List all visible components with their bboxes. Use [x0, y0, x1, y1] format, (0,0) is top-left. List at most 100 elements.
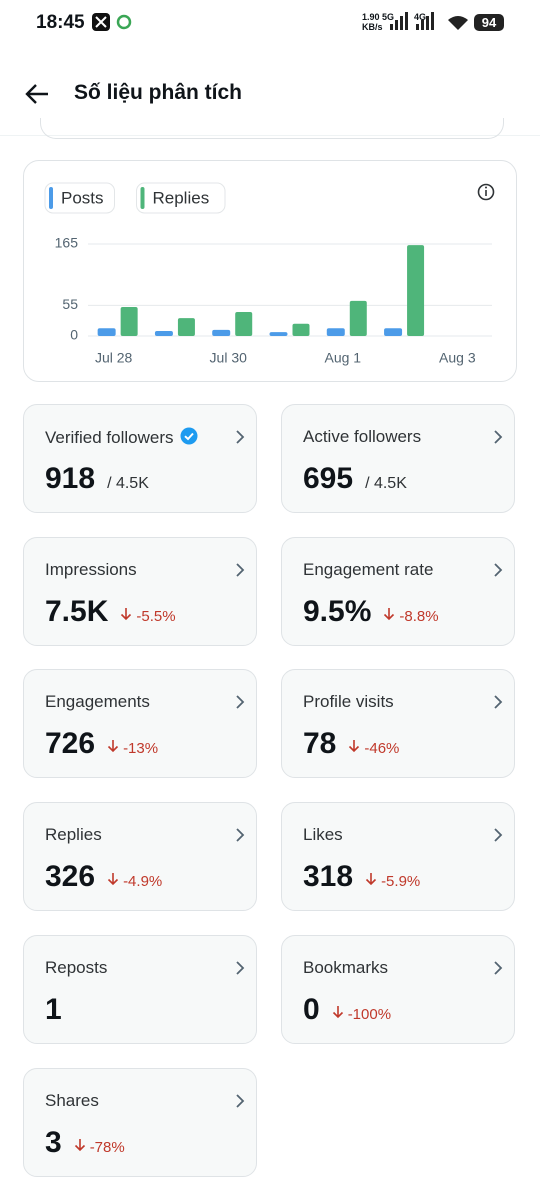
page-title: Số liệu phân tích — [74, 81, 243, 104]
net-unit: KB/s — [362, 22, 383, 32]
metric-label: Reposts — [45, 957, 108, 977]
header-divider — [0, 135, 540, 136]
legend-label: Replies — [153, 188, 210, 207]
chevron — [494, 563, 503, 577]
metric-label: Shares — [45, 1090, 99, 1110]
down-arrow — [74, 1138, 85, 1151]
bar — [120, 307, 138, 336]
metric-card[interactable]: Engagements 726 -13% — [23, 669, 257, 779]
metric-label: Active followers — [303, 427, 422, 446]
legend-swatch — [140, 187, 145, 209]
bar — [384, 328, 403, 336]
down-arrow — [384, 607, 395, 620]
metric-row: 7.5K -5.5% — [45, 595, 176, 629]
chevron — [236, 430, 245, 444]
bar — [235, 312, 253, 336]
time: 18:45 — [36, 12, 85, 33]
metric-card[interactable]: Profile visits 78 -46% — [281, 669, 515, 779]
legend-swatch — [49, 187, 53, 209]
metric-total: / 4.5K — [365, 475, 407, 492]
metric-value: 318 — [303, 860, 354, 894]
verified-badge — [180, 427, 198, 445]
metric-label: Verified followers — [45, 427, 198, 448]
metric-value: 326 — [45, 860, 96, 894]
metric-change: -8.8% — [399, 607, 439, 625]
metric-label: Replies — [45, 825, 102, 845]
metric-value: 695 — [303, 462, 354, 495]
metric-value: 918 — [45, 462, 96, 495]
bar — [292, 323, 310, 336]
x-tick-label: Aug 3 — [439, 350, 476, 366]
down-arrow — [107, 740, 119, 753]
metric-row: 318 -5.9% — [303, 860, 420, 894]
metric-label: Likes — [303, 825, 343, 845]
metric-card[interactable]: Bookmarks 0 -100% — [281, 934, 515, 1044]
chevron — [494, 828, 503, 842]
metric-row: 78 -46% — [303, 727, 399, 761]
metric-change: -13% — [123, 740, 159, 758]
metric-card[interactable]: Active followers 695 / 4.5K — [281, 404, 515, 513]
net-speed: 1.90 5G KB/s — [362, 12, 394, 32]
bar — [177, 318, 195, 336]
metric-label: Impressions — [45, 559, 137, 579]
bar — [407, 245, 425, 336]
x-tick-label: Aug 1 — [324, 350, 361, 366]
bar — [349, 300, 367, 336]
bar — [97, 328, 116, 336]
chart-card — [23, 160, 517, 382]
chevron — [236, 828, 245, 842]
metric-value: 78 — [303, 727, 337, 761]
metric-card[interactable]: Likes 318 -5.9% — [281, 802, 515, 912]
metric-row: 695 / 4.5K — [303, 462, 407, 496]
metric-card[interactable]: Impressions 7.5K -5.5% — [23, 536, 257, 646]
x-tick-label: Jul 28 — [95, 350, 133, 366]
metric-value: 0 — [303, 992, 320, 1026]
down-arrow — [349, 740, 360, 753]
battery: 94 — [474, 14, 504, 31]
bar — [154, 330, 173, 336]
metric-row: 326 -4.9% — [45, 860, 162, 894]
metric-row: 0 -100% — [303, 993, 391, 1027]
down-arrow — [107, 873, 119, 886]
metric-total: / 4.5K — [107, 475, 149, 492]
chevron — [236, 1093, 245, 1108]
chevron — [236, 563, 245, 577]
metric-row: 9.5% -8.8% — [303, 595, 439, 629]
legend-chip — [136, 182, 226, 214]
bar — [269, 332, 288, 336]
x-tick-label: Jul 30 — [210, 350, 248, 366]
y-tick-label: 0 — [70, 327, 78, 343]
metric-change: -4.9% — [123, 873, 163, 891]
y-tick-label: 165 — [55, 235, 79, 251]
back-button[interactable] — [24, 82, 50, 106]
legend-chip — [44, 182, 115, 214]
metric-row: 726 -13% — [45, 727, 158, 761]
metric-card[interactable]: Reposts 1 — [23, 934, 257, 1044]
chart: Posts Replies 0 55 165 Jul 28 Jul 30 Aug 1 Aug 3 — [44, 182, 495, 366]
net-type-2: 4G — [414, 12, 427, 22]
metric-card[interactable]: Replies 326 -4.9% — [23, 802, 257, 912]
metric-row: 3 -78% — [45, 1126, 125, 1160]
metric-card[interactable]: Verified followers 918 / 4.5K — [23, 404, 257, 513]
chevron — [494, 695, 503, 710]
metric-label: Engagement rate — [303, 559, 434, 579]
metric-value: 7.5K — [45, 594, 109, 628]
bar — [212, 329, 231, 336]
metric-label: Profile visits — [303, 692, 394, 712]
metric-value: 1 — [45, 992, 62, 1026]
chevron — [494, 430, 503, 444]
net-type: 5G — [382, 12, 395, 22]
metric-card[interactable]: Shares 3 -78% — [23, 1067, 257, 1177]
legend-label: Posts — [61, 188, 104, 207]
y-tick-label: 55 — [62, 296, 78, 312]
metric-change: -46% — [364, 740, 400, 758]
metric-value: 726 — [45, 727, 96, 761]
down-arrow — [121, 607, 132, 620]
chevron — [494, 961, 503, 975]
metric-change: -78% — [89, 1138, 125, 1156]
down-arrow — [332, 1005, 343, 1018]
metric-card[interactable]: Engagement rate 9.5% -8.8% — [281, 536, 515, 646]
net-speed-value: 1.90 — [362, 12, 380, 22]
bar — [326, 328, 345, 336]
